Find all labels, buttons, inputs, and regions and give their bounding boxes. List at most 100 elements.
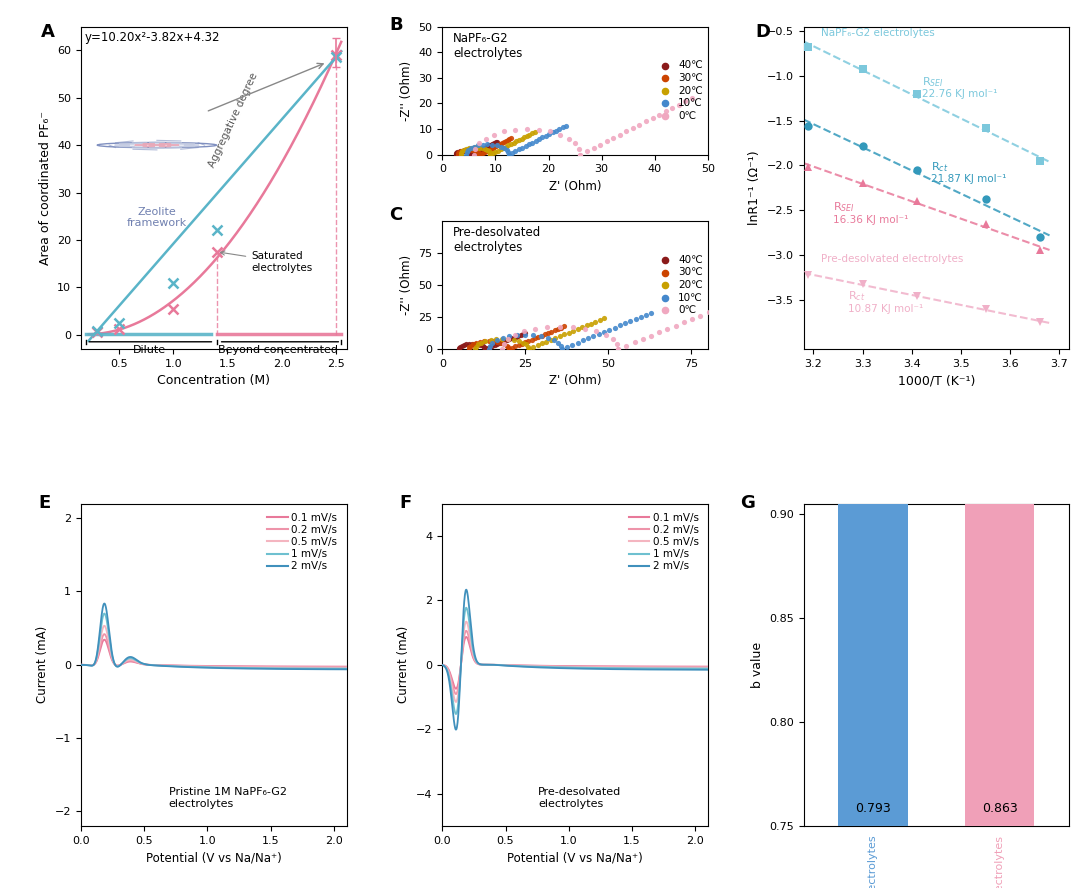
- Point: [481, 146, 498, 160]
- Point: [595, 325, 612, 339]
- Point: [451, 144, 469, 158]
- Point: [476, 342, 494, 356]
- Point: [467, 140, 484, 155]
- Point: [460, 143, 477, 157]
- Point: [484, 336, 501, 350]
- Point: [467, 142, 484, 156]
- Legend: 40℃, 30℃, 20℃, 10℃, 0℃: 40℃, 30℃, 20℃, 10℃, 0℃: [656, 255, 703, 315]
- Point: [573, 321, 591, 335]
- Point: [550, 336, 567, 350]
- Point: [492, 139, 510, 154]
- Point: [502, 331, 519, 345]
- Text: Zeolite
framework: Zeolite framework: [126, 207, 187, 228]
- Point: [571, 147, 589, 162]
- Point: [470, 337, 487, 352]
- Point: [606, 321, 623, 335]
- Point: [478, 144, 496, 158]
- Point: [473, 141, 490, 155]
- Point: [472, 337, 489, 352]
- Point: [489, 144, 507, 158]
- Point: [471, 137, 488, 151]
- Point: [460, 141, 477, 155]
- Point: [530, 123, 548, 137]
- Point: [488, 139, 505, 153]
- Point: [517, 337, 535, 352]
- Point: [498, 338, 515, 353]
- Point: [450, 145, 468, 159]
- Point: [502, 131, 519, 146]
- Point: [515, 324, 532, 338]
- Text: R²=0.998: R²=0.998: [847, 722, 900, 733]
- Point: [481, 139, 498, 153]
- Point: [558, 340, 576, 354]
- Point: [565, 324, 582, 338]
- Point: [460, 337, 477, 351]
- Legend: 0.1 mV/s, 0.2 mV/s, 0.5 mV/s, 1 mV/s, 2 mV/s: 0.1 mV/s, 0.2 mV/s, 0.5 mV/s, 1 mV/s, 2 …: [264, 509, 341, 575]
- Point: [485, 136, 502, 150]
- Point: [481, 342, 498, 356]
- Point: [600, 322, 618, 337]
- Y-axis label: Current (mA): Current (mA): [37, 626, 50, 703]
- Point: [484, 141, 501, 155]
- Point: [458, 147, 475, 162]
- Point: [552, 338, 569, 353]
- Point: [631, 117, 648, 131]
- Point: [604, 332, 621, 346]
- Point: [534, 131, 551, 145]
- Point: [496, 135, 513, 149]
- Point: [565, 320, 582, 334]
- Point: [463, 337, 481, 351]
- Point: [569, 322, 586, 337]
- Point: [519, 342, 537, 356]
- Point: [450, 342, 468, 356]
- Text: 10.87 KJ mol⁻¹: 10.87 KJ mol⁻¹: [848, 305, 923, 314]
- Text: D: D: [756, 23, 771, 42]
- Point: [521, 128, 538, 142]
- Point: [532, 329, 550, 344]
- Point: [489, 335, 507, 349]
- Point: [510, 334, 527, 348]
- Point: [488, 134, 505, 148]
- Point: [454, 145, 471, 159]
- Point: [494, 335, 511, 349]
- Point: [643, 305, 660, 320]
- Point: [462, 141, 480, 155]
- Point: [513, 131, 530, 146]
- Point: [458, 144, 475, 158]
- Point: [539, 320, 556, 334]
- Point: [473, 147, 490, 161]
- Point: [461, 145, 478, 159]
- Point: [617, 316, 634, 330]
- Point: [552, 127, 569, 141]
- Point: [482, 340, 499, 354]
- Y-axis label: lnR1⁻¹ (Ω⁻¹): lnR1⁻¹ (Ω⁻¹): [748, 150, 761, 225]
- Point: [494, 331, 511, 345]
- Point: [462, 147, 480, 161]
- Point: [519, 334, 537, 348]
- Point: [505, 333, 523, 347]
- Point: [732, 292, 750, 306]
- Y-axis label: -Z'' (Ohm): -Z'' (Ohm): [400, 60, 413, 121]
- Point: [456, 143, 473, 157]
- Point: [514, 336, 531, 350]
- Point: [468, 336, 485, 350]
- Point: [552, 320, 569, 334]
- Text: R²=0.998: R²=0.998: [973, 576, 1026, 587]
- Point: [460, 342, 477, 356]
- Point: [457, 144, 474, 158]
- Point: [500, 139, 517, 153]
- Point: [514, 327, 531, 341]
- Point: [461, 340, 478, 354]
- Text: Saturated
electrolytes: Saturated electrolytes: [220, 251, 312, 273]
- Point: [458, 145, 475, 159]
- Text: G: G: [740, 494, 755, 511]
- Point: [476, 140, 494, 155]
- Point: [450, 146, 468, 160]
- Point: [486, 139, 503, 154]
- Point: [475, 334, 492, 348]
- Legend: 40℃, 30℃, 20℃, 10℃, 0℃: 40℃, 30℃, 20℃, 10℃, 0℃: [656, 60, 703, 121]
- Text: C: C: [389, 206, 403, 224]
- Text: F: F: [400, 494, 413, 511]
- Point: [592, 138, 609, 152]
- Point: [450, 147, 468, 161]
